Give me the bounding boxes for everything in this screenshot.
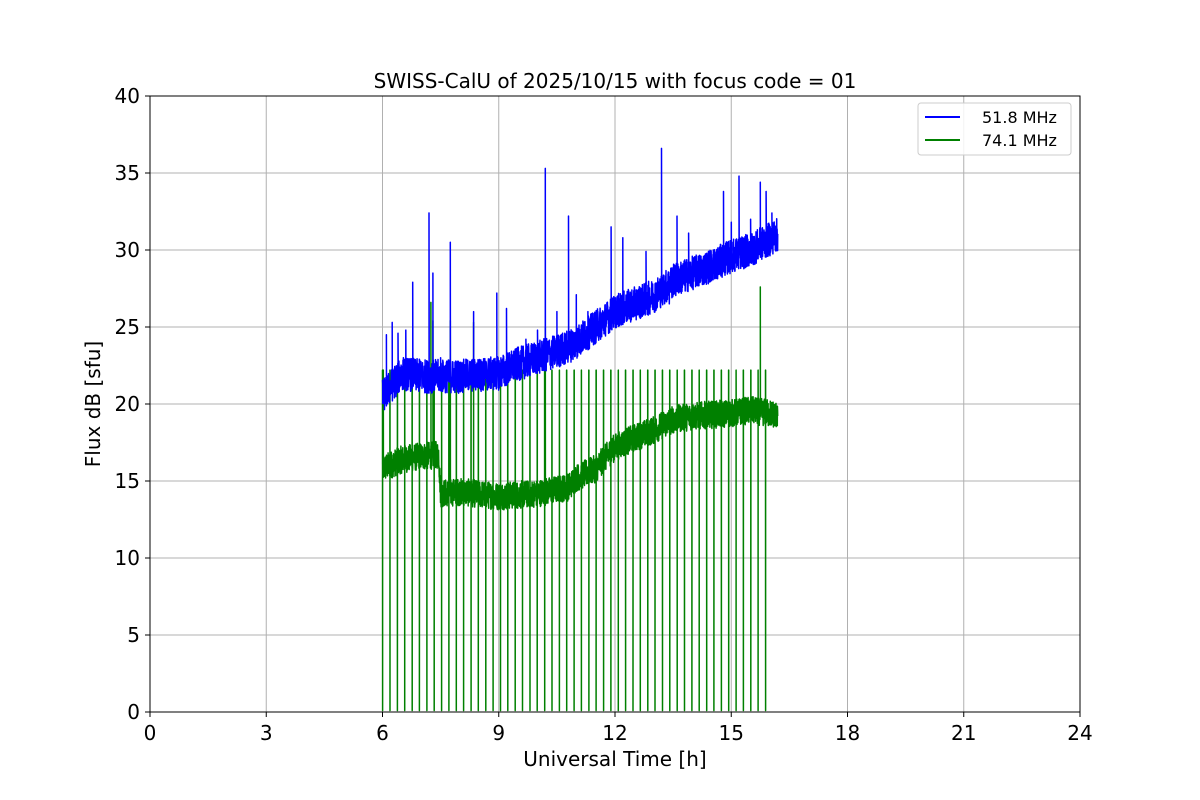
y-tick-label: 0	[127, 700, 140, 724]
x-tick-label: 21	[951, 721, 976, 745]
x-tick-label: 9	[492, 721, 505, 745]
grid-lines	[149, 95, 1081, 713]
y-tick-label: 25	[115, 315, 140, 339]
x-axis-label: Universal Time [h]	[523, 747, 706, 771]
y-tick-label: 15	[115, 469, 140, 493]
legend-label-74-1-mhz: 74.1 MHz	[982, 131, 1057, 150]
x-tick-label: 0	[144, 721, 157, 745]
x-tick-label: 6	[376, 721, 389, 745]
x-tick-label: 15	[719, 721, 744, 745]
y-axis-label: Flux dB [sfu]	[81, 341, 105, 467]
y-tick-label: 40	[115, 84, 140, 108]
y-tick-label: 10	[115, 546, 140, 570]
x-tick-label: 12	[602, 721, 627, 745]
y-tick-label: 35	[115, 161, 140, 185]
series-line	[381, 286, 779, 712]
x-tick-label: 18	[835, 721, 860, 745]
y-tick-label: 5	[127, 623, 140, 647]
axis-ticks: 0 3 6 9 12 15 18 21 24 0 5 10 15 20 25 30 35 40	[115, 84, 1093, 745]
chart-title: SWISS-CalU of 2025/10/15 with focus code…	[374, 69, 857, 93]
series-lines	[381, 147, 779, 712]
x-tick-label: 24	[1067, 721, 1092, 745]
series-line	[381, 147, 779, 411]
legend: 51.8 MHz 74.1 MHz	[917, 102, 1072, 156]
y-tick-label: 20	[115, 392, 140, 416]
y-tick-label: 30	[115, 238, 140, 262]
x-tick-label: 3	[260, 721, 273, 745]
legend-label-51-8-mhz: 51.8 MHz	[982, 108, 1057, 127]
